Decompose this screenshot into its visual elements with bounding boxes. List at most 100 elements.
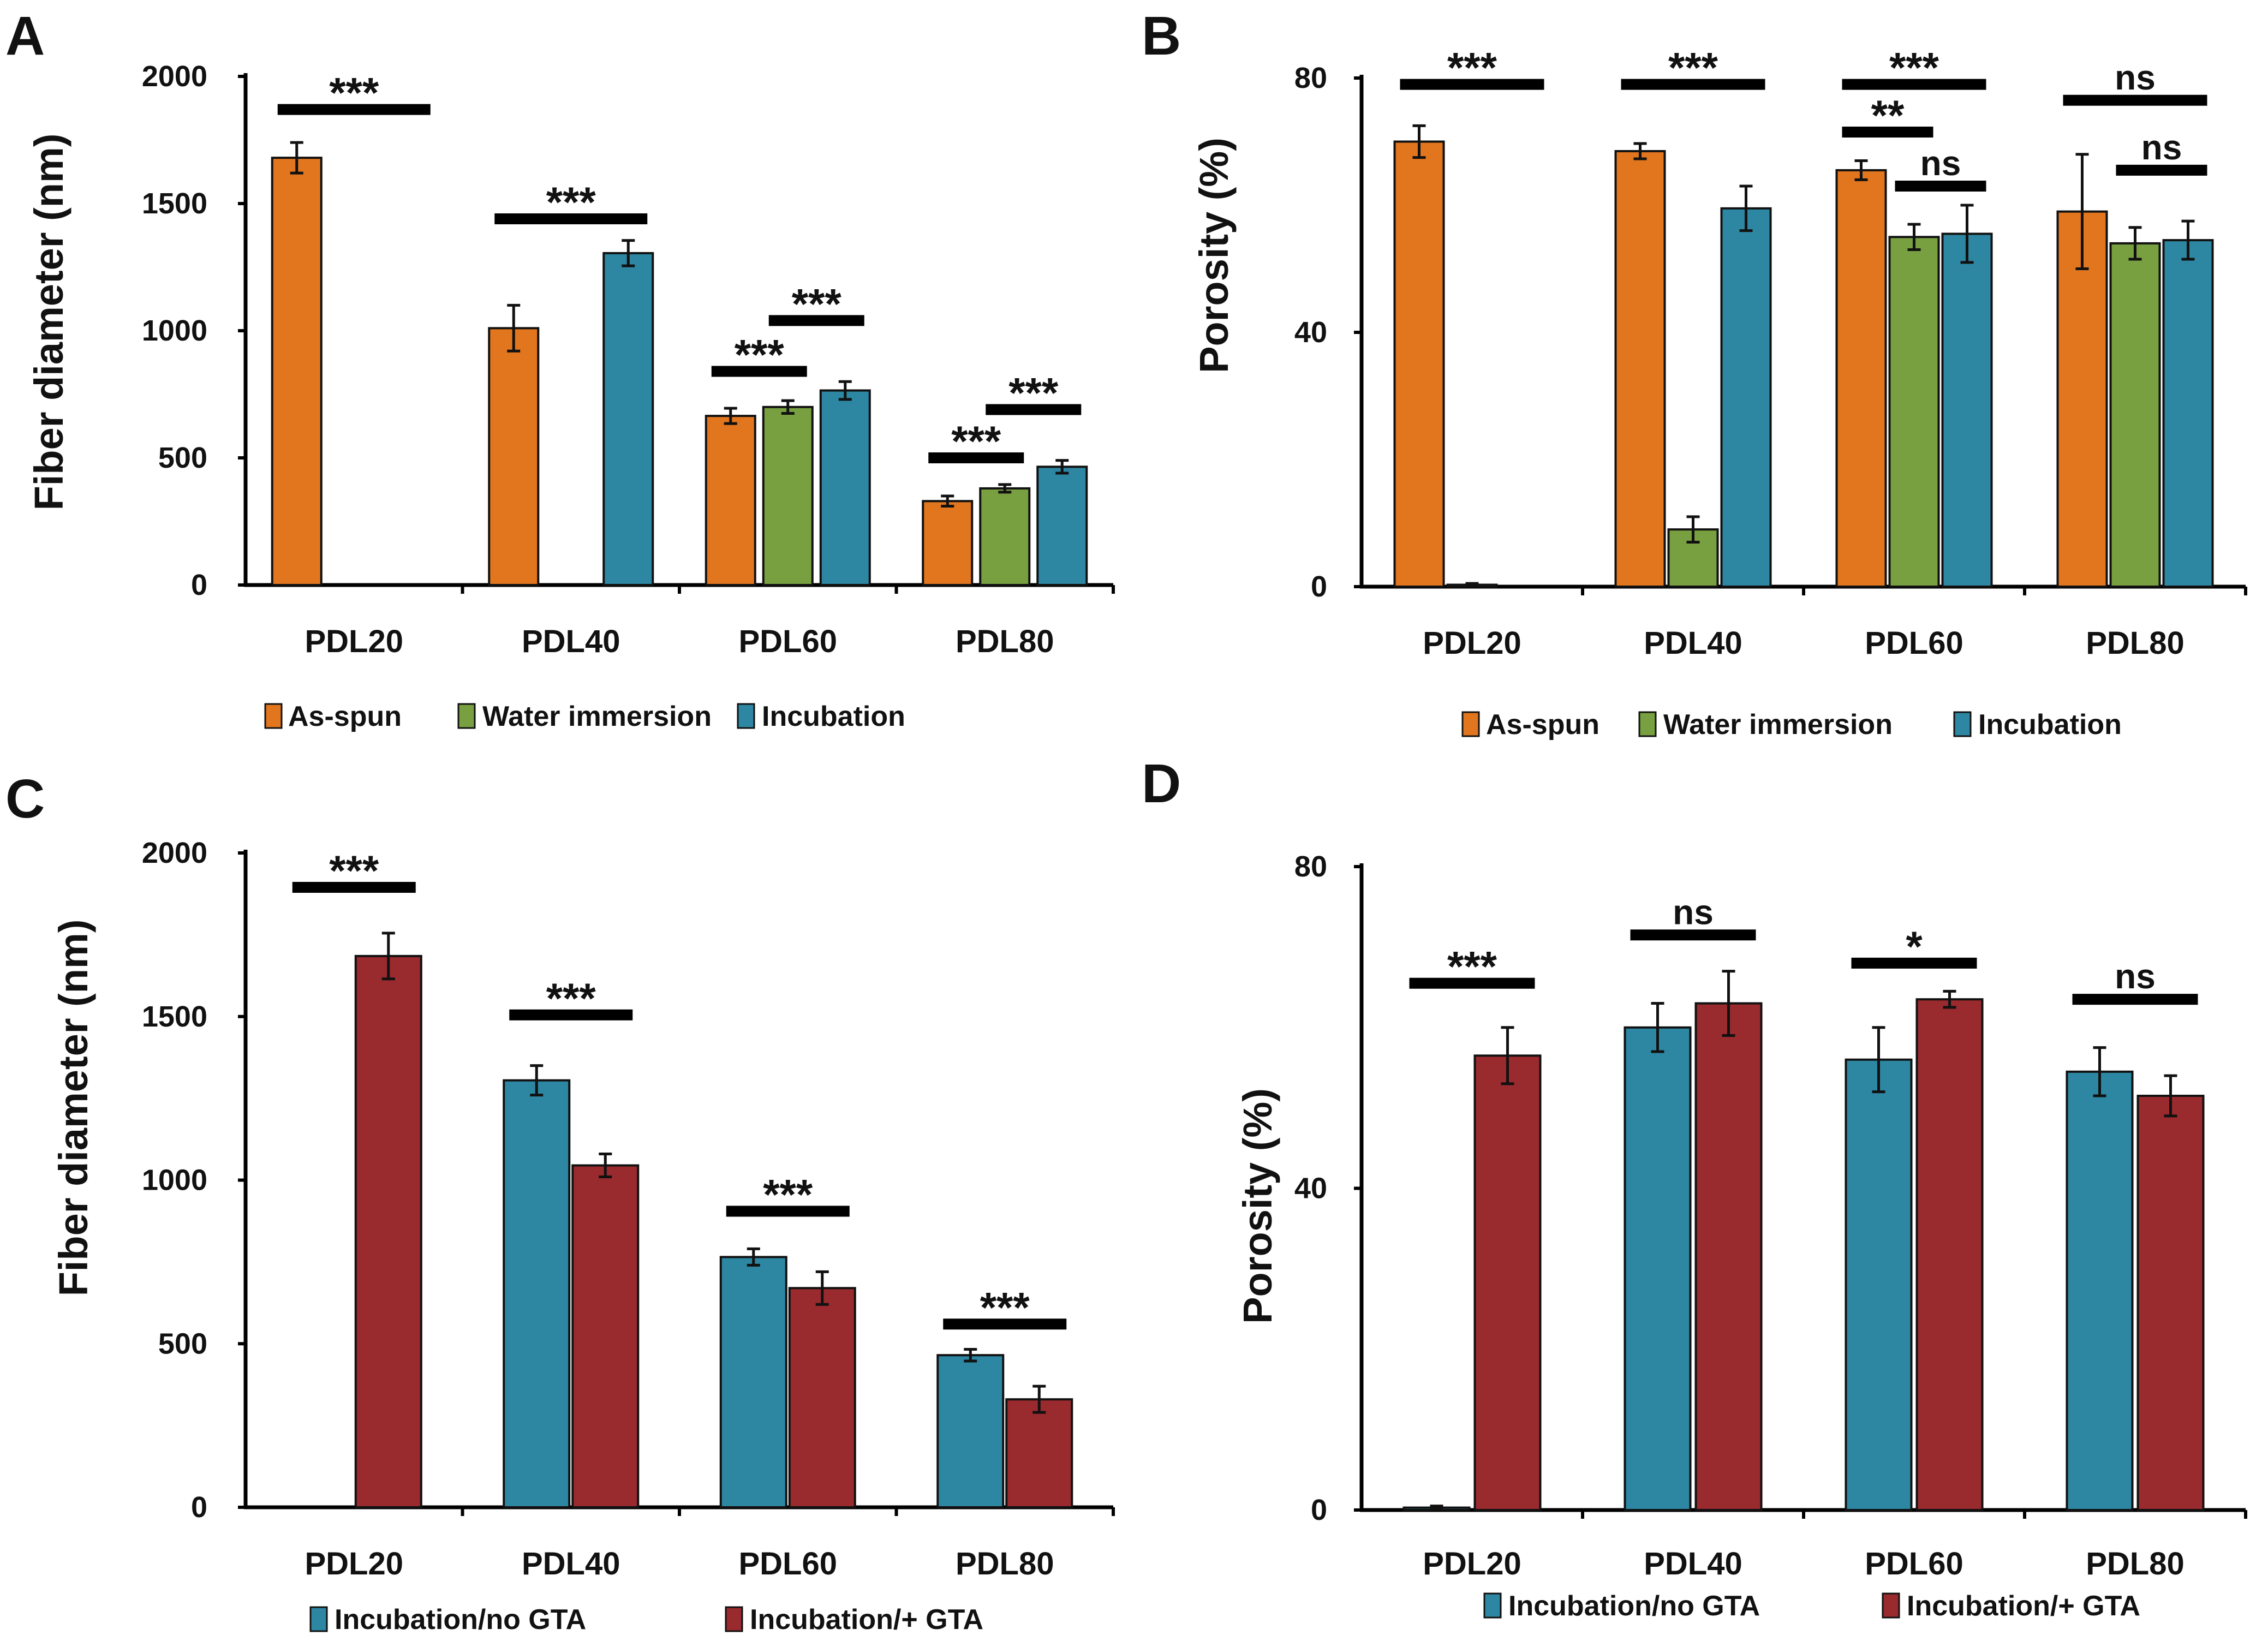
legend-swatch: [457, 703, 476, 729]
significance-label: ***: [735, 331, 785, 379]
y-axis-label: Porosity (%): [1235, 1088, 1280, 1324]
x-tick-label: PDL20: [1423, 1546, 1521, 1582]
y-axis-label: Porosity (%): [1191, 138, 1237, 373]
bar: [1036, 466, 1088, 586]
y-tick-label: 2000: [142, 837, 207, 869]
legend-label: As-spun: [288, 701, 402, 732]
bar: [819, 389, 871, 586]
legend-swatch: [1483, 1592, 1502, 1619]
y-tick-label: 0: [1311, 570, 1327, 603]
y-tick-label: 40: [1294, 1172, 1327, 1205]
y-tick-label: 1000: [142, 1164, 207, 1197]
bar: [762, 405, 814, 586]
significance-label: ***: [980, 1283, 1030, 1331]
significance-label: ns: [2141, 128, 2182, 167]
significance-label: ***: [546, 974, 596, 1022]
legend-swatch: [1953, 711, 1972, 737]
y-tick-label: 80: [1294, 62, 1327, 94]
panel-d: D 0 40 80 Porosity (%) PDL20 PDL40 PDL60 PDL80 *…: [1142, 753, 2247, 1622]
legend-swatch: [725, 1606, 743, 1632]
legend-swatch: [309, 1606, 328, 1632]
bar: [354, 954, 422, 1508]
x-tick-label: PDL80: [2086, 625, 2185, 661]
significance-label: ***: [546, 178, 596, 226]
x-tick-label: PDL40: [522, 624, 620, 659]
significance-label: ***: [1008, 368, 1059, 416]
significance-label: ns: [2115, 957, 2156, 996]
legend-label: Incubation: [762, 701, 905, 732]
legend-swatch: [1461, 711, 1480, 737]
legend-swatch: [737, 703, 755, 729]
legend-label: Incubation/+ GTA: [1907, 1590, 2140, 1622]
x-tick-label: PDL20: [1423, 625, 1521, 661]
significance-label: ns: [1673, 892, 1714, 932]
panel-letter-d: D: [1142, 753, 1181, 814]
x-tick-label: PDL40: [1644, 625, 1742, 661]
bar: [1614, 150, 1666, 588]
significance-label: ***: [951, 417, 1001, 465]
panel-letter-a: A: [5, 5, 45, 67]
panel-a: A 0 500 1000 1500 2000 Fiber diameter (nm) PDL…: [5, 5, 1115, 732]
significance-label: ***: [329, 846, 379, 894]
bar: [2056, 210, 2108, 588]
bar: [936, 1354, 1005, 1508]
legend-label: Incubation/no GTA: [335, 1604, 586, 1636]
panel-c: C 0 500 1000 1500 2000 Fiber diameter (nm) PDL…: [5, 768, 1115, 1636]
legend-label: Incubation/no GTA: [1508, 1590, 1760, 1622]
bar: [1845, 1058, 1913, 1511]
x-tick-label: PDL80: [956, 1546, 1054, 1582]
x-tick-label: PDL20: [305, 1546, 403, 1582]
bar: [1941, 232, 1993, 588]
panel-letter-b: B: [1142, 5, 1181, 67]
bar: [979, 487, 1031, 586]
bar: [788, 1287, 856, 1508]
y-tick-label: 0: [1311, 1494, 1327, 1526]
y-tick-label: 1000: [142, 314, 207, 347]
significance-label: ***: [329, 69, 379, 117]
bar: [1005, 1398, 1073, 1509]
y-tick-label: 500: [158, 1327, 207, 1360]
significance-label: ns: [2115, 58, 2156, 97]
bar: [1835, 169, 1887, 588]
legend-swatch: [1882, 1592, 1900, 1619]
legend-label: Water immersion: [482, 701, 712, 732]
y-axis-label: Fiber diameter (nm): [51, 920, 96, 1297]
x-tick-label: PDL20: [305, 624, 403, 659]
significance-label: ***: [1447, 44, 1497, 92]
bar: [2066, 1070, 2134, 1511]
legend-swatch: [264, 703, 283, 729]
x-tick-label: PDL40: [1644, 1546, 1742, 1582]
bar: [2136, 1095, 2205, 1512]
panel-b: B 0 40 80 Porosity (%) PDL20 PDL40 PDL60 PDL80 *…: [1142, 5, 2247, 741]
bar: [1915, 998, 1984, 1511]
bar: [2162, 239, 2214, 588]
bar: [1473, 1054, 1542, 1512]
y-tick-label: 40: [1294, 316, 1327, 349]
y-tick-label: 1500: [142, 187, 207, 220]
bar: [922, 500, 974, 586]
y-tick-label: 1500: [142, 1000, 207, 1033]
bar: [571, 1164, 640, 1508]
y-tick-label: 80: [1294, 850, 1327, 883]
significance-label: **: [1871, 91, 1905, 139]
legend-label: As-spun: [1486, 709, 1599, 741]
significance-label: ns: [1920, 144, 1961, 183]
x-tick-label: PDL80: [956, 624, 1054, 659]
significance-label: ***: [763, 1170, 813, 1218]
legend-label: Incubation/+ GTA: [750, 1604, 983, 1636]
bar: [503, 1079, 571, 1508]
significance-label: ***: [1889, 44, 1939, 92]
y-tick-label: 0: [191, 1491, 207, 1524]
bar: [271, 157, 323, 586]
bar: [2109, 242, 2161, 588]
significance-label: ***: [792, 279, 842, 327]
bar: [1694, 1002, 1763, 1511]
x-tick-label: PDL80: [2086, 1546, 2185, 1582]
x-tick-label: PDL60: [1865, 1546, 1963, 1582]
y-tick-label: 500: [158, 441, 207, 474]
y-tick-label: 0: [191, 569, 207, 601]
panel-letter-c: C: [5, 768, 45, 830]
bar: [1624, 1026, 1692, 1511]
bar: [1888, 236, 1940, 588]
